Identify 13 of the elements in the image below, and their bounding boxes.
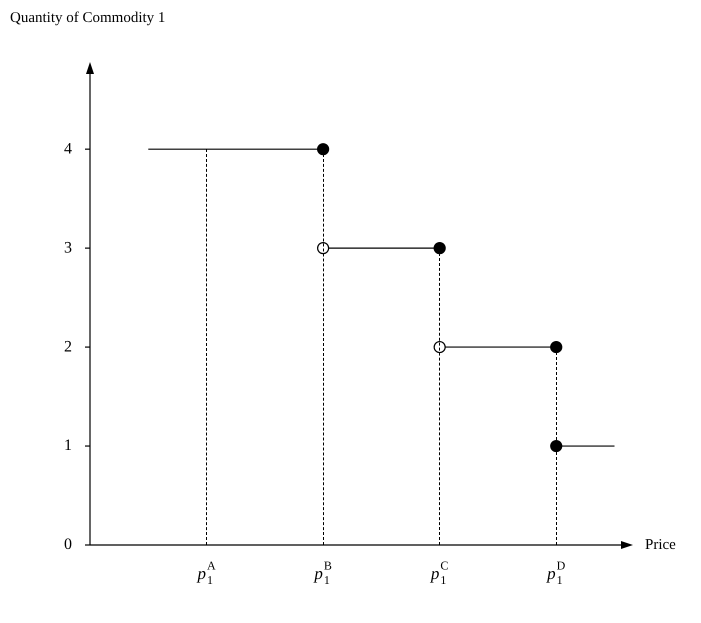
y-tick-label: 2 <box>64 338 72 356</box>
y-tick-label: 3 <box>64 239 72 256</box>
y-axis-title: Quantity of Commodity 1 <box>10 10 166 26</box>
point <box>317 143 330 156</box>
x-axis-title: Price <box>645 536 676 553</box>
point <box>434 340 446 354</box>
point <box>550 340 562 354</box>
point <box>317 242 330 254</box>
y-tick-label: 0 <box>64 536 72 554</box>
point <box>550 440 562 452</box>
point <box>434 242 446 254</box>
y-tick-label: 4 <box>64 140 72 158</box>
y-tick-label: 1 <box>64 437 72 454</box>
